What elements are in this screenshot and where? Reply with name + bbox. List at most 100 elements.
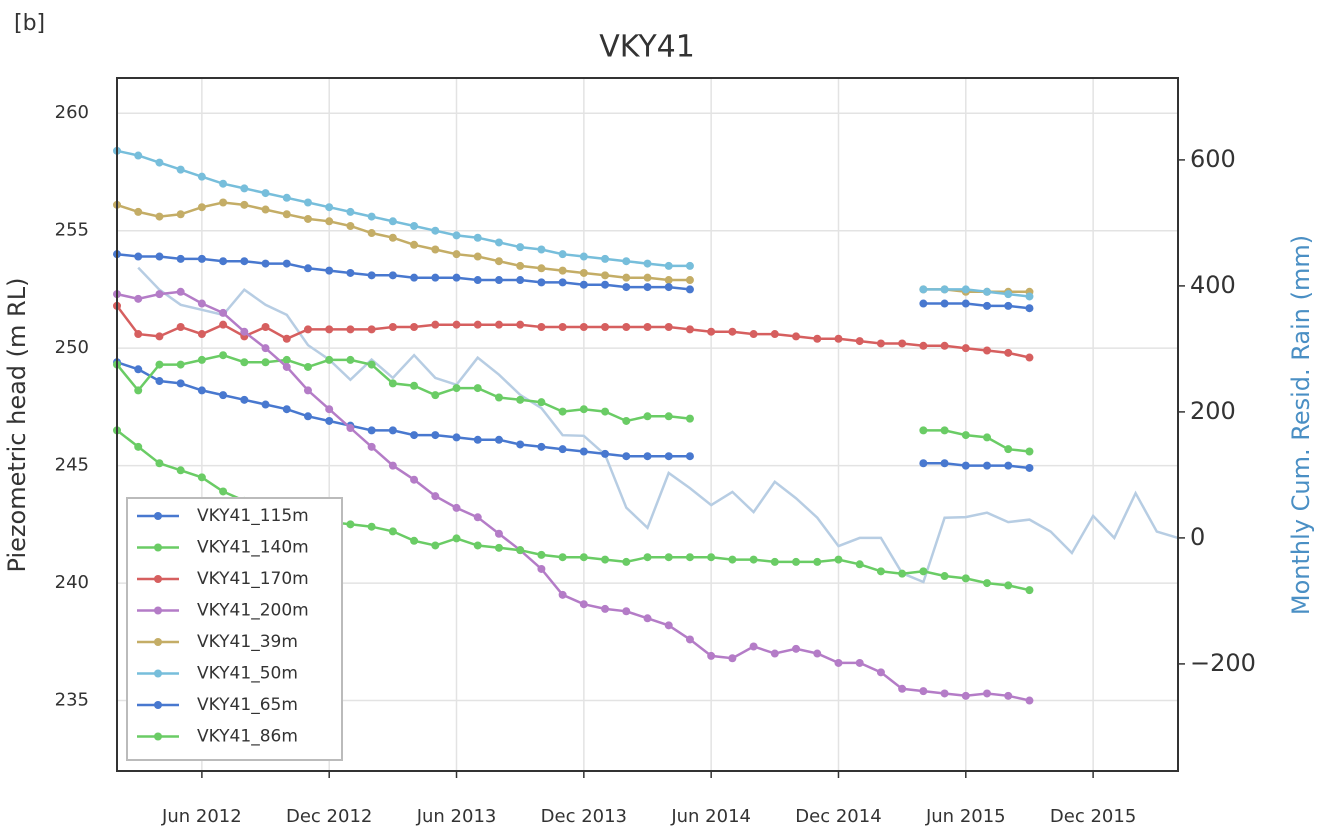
marker [388,271,397,280]
marker [367,325,376,334]
legend-swatch [154,575,162,583]
marker [494,393,503,402]
marker [388,233,397,242]
legend-swatch [154,669,162,678]
marker [410,475,419,484]
marker [961,285,970,294]
marker [219,198,228,207]
y2-tick-label: 0 [1190,523,1205,551]
marker [664,323,673,332]
marker [1004,581,1013,590]
marker [303,412,312,421]
marker [176,379,185,388]
marker [134,386,143,395]
marker [579,600,588,609]
marker [410,240,419,249]
marker [601,449,610,458]
marker [579,268,588,277]
marker [176,360,185,369]
marker [983,346,992,355]
marker [219,179,228,188]
marker [240,327,249,336]
marker [685,553,694,562]
marker [197,330,206,339]
marker [622,557,631,566]
marker [1025,447,1034,456]
marker [155,212,164,221]
marker [388,527,397,536]
marker [134,252,143,261]
marker [855,337,864,346]
marker [473,541,482,550]
marker [749,555,758,564]
marker [749,642,758,651]
marker [1004,290,1013,299]
panel-label: [b] [14,11,45,36]
marker [176,287,185,296]
marker [579,280,588,289]
marker [134,330,143,339]
marker [1025,304,1034,313]
marker [219,308,228,317]
series-line [116,353,1030,453]
marker [155,459,164,468]
marker [770,330,779,339]
marker [792,332,801,341]
marker [516,261,525,270]
marker [410,536,419,545]
marker [494,435,503,444]
marker [622,257,631,266]
marker [494,320,503,329]
marker [516,276,525,285]
marker [134,207,143,216]
marker [452,231,461,240]
marker [770,557,779,566]
marker [601,271,610,280]
marker [388,323,397,332]
marker [1004,348,1013,357]
marker [643,412,652,421]
marker [134,442,143,451]
legend-label: VKY41_50m [197,664,298,684]
marker [176,254,185,263]
marker [919,567,928,576]
marker [1025,463,1034,472]
y-axis-label: Piezometric head (m RL) [3,278,31,573]
marker [346,268,355,277]
marker [431,431,440,440]
marker [494,257,503,266]
marker [940,689,949,698]
marker [219,487,228,496]
marker [601,555,610,564]
marker [155,360,164,369]
marker [346,207,355,216]
marker [134,365,143,374]
marker [282,259,291,268]
marker [219,320,228,329]
marker [685,452,694,461]
marker [134,151,143,160]
marker [898,684,907,693]
marker [940,341,949,350]
marker [643,614,652,623]
marker [664,452,673,461]
marker [919,299,928,308]
marker [622,416,631,425]
marker [516,320,525,329]
marker [303,362,312,371]
marker [813,334,822,343]
marker [282,334,291,343]
marker [367,212,376,221]
marker [898,339,907,348]
marker [622,607,631,616]
x-tick-label: Dec 2015 [1050,806,1136,827]
marker [388,426,397,435]
marker [601,280,610,289]
marker [431,541,440,550]
marker [961,691,970,700]
marker [197,254,206,263]
legend-label: VKY41_39m [197,632,298,652]
marker [388,379,397,388]
marker [473,276,482,285]
